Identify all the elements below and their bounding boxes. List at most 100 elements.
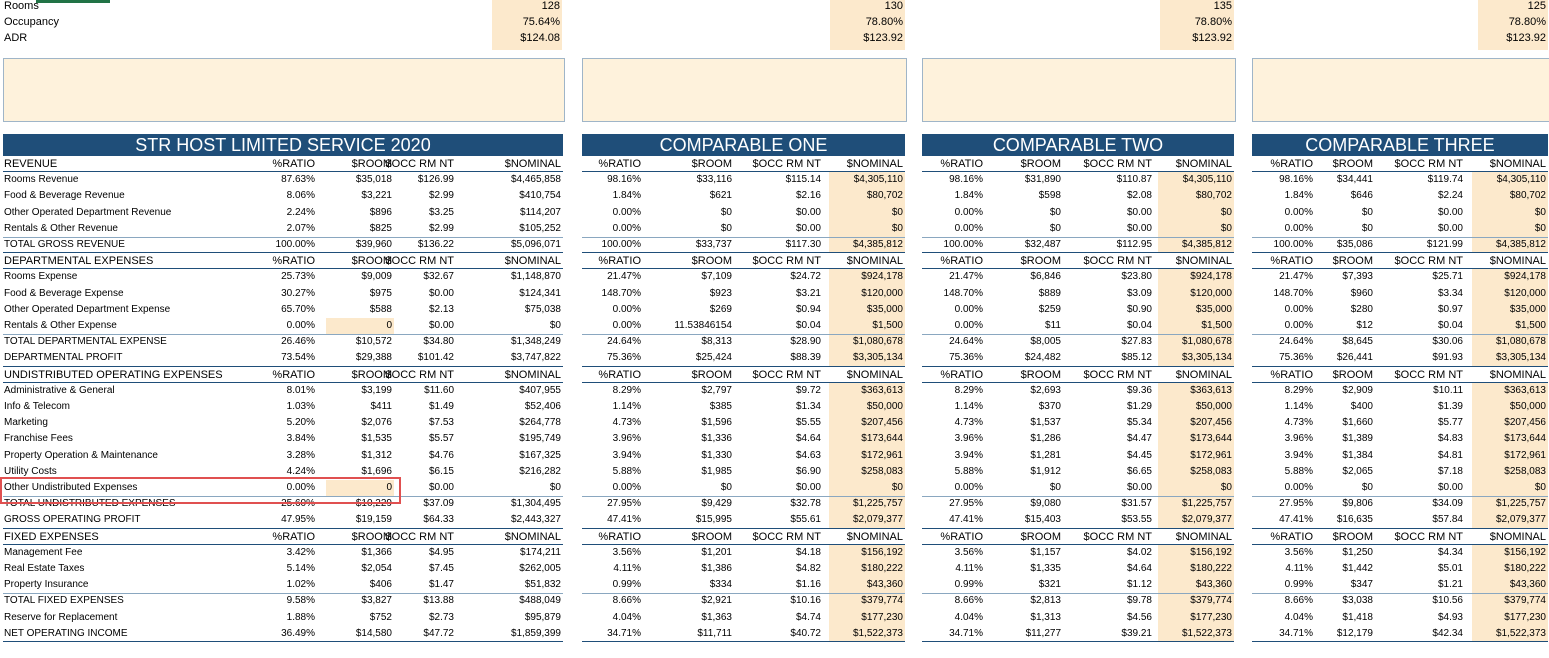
table-cell[interactable]: $406: [369, 579, 392, 591]
table-cell[interactable]: $57.84: [1432, 514, 1463, 526]
table-cell[interactable]: 100.00%: [943, 239, 983, 250]
table-cell[interactable]: $11.60: [424, 384, 454, 396]
table-cell[interactable]: $43,360: [1509, 579, 1546, 591]
table-cell[interactable]: 1.14%: [612, 401, 641, 412]
table-cell[interactable]: $1,386: [701, 563, 732, 574]
top-stat-value[interactable]: 130: [884, 0, 903, 12]
table-cell[interactable]: $2.08: [1126, 190, 1152, 202]
table-cell[interactable]: $4.76: [428, 449, 454, 461]
table-cell[interactable]: $1,912: [1030, 465, 1061, 477]
table-cell[interactable]: $889: [1038, 287, 1061, 299]
table-cell[interactable]: $9.72: [795, 384, 821, 396]
table-cell[interactable]: $410,754: [519, 190, 561, 202]
table-cell[interactable]: 65.70%: [281, 303, 315, 315]
table-cell[interactable]: 8.29%: [954, 384, 983, 396]
table-cell[interactable]: $0: [549, 482, 561, 493]
table-cell[interactable]: $80,702: [1509, 190, 1546, 202]
table-cell[interactable]: $16,635: [1336, 514, 1373, 526]
table-cell[interactable]: $35,000: [866, 303, 903, 315]
table-cell[interactable]: $0: [720, 482, 732, 493]
top-stat-value[interactable]: $123.92: [863, 32, 903, 44]
table-cell[interactable]: $50,000: [866, 401, 903, 412]
table-cell[interactable]: $1,500: [1201, 320, 1232, 331]
table-cell[interactable]: $10,572: [355, 336, 392, 348]
table-cell[interactable]: 34.71%: [607, 627, 641, 639]
table-cell[interactable]: 3.94%: [954, 449, 983, 461]
table-cell[interactable]: 2.24%: [286, 206, 315, 218]
table-cell[interactable]: $1,330: [701, 449, 732, 461]
table-cell[interactable]: $1,080,678: [852, 336, 903, 348]
table-cell[interactable]: $91.93: [1432, 352, 1463, 364]
table-cell[interactable]: $1,535: [361, 433, 392, 445]
table-cell[interactable]: $7,393: [1342, 271, 1373, 283]
table-cell[interactable]: 98.16%: [1279, 174, 1313, 186]
table-cell[interactable]: $400: [1350, 401, 1373, 412]
table-cell[interactable]: $379,774: [861, 595, 903, 607]
table-cell[interactable]: $4.18: [795, 546, 821, 558]
table-cell[interactable]: $2,076: [361, 417, 392, 429]
table-cell[interactable]: $180,222: [861, 563, 903, 574]
table-cell[interactable]: $0: [1220, 206, 1232, 218]
table-cell[interactable]: $64.33: [423, 514, 454, 526]
table-cell[interactable]: $0.00: [795, 206, 821, 218]
table-cell[interactable]: $124,341: [519, 287, 561, 299]
table-cell[interactable]: 3.56%: [1284, 546, 1313, 558]
table-cell[interactable]: $172,961: [1190, 449, 1232, 461]
table-cell[interactable]: $85.12: [1121, 352, 1152, 364]
table-cell[interactable]: $1,363: [701, 611, 732, 623]
top-stat-value[interactable]: $124.08: [520, 32, 560, 44]
table-cell[interactable]: $34,441: [1336, 174, 1373, 186]
table-cell[interactable]: $1,522,373: [852, 627, 903, 639]
table-cell[interactable]: $50,000: [1195, 401, 1232, 412]
table-cell[interactable]: $9,429: [701, 498, 732, 510]
table-cell[interactable]: $11,277: [1025, 627, 1061, 639]
table-cell[interactable]: $0: [891, 222, 903, 234]
table-cell[interactable]: $0.04: [795, 320, 821, 331]
table-cell[interactable]: 8.66%: [954, 595, 983, 607]
table-cell[interactable]: $5.55: [795, 417, 821, 429]
table-cell[interactable]: 27.95%: [607, 498, 641, 510]
table-cell[interactable]: $7,109: [701, 271, 732, 283]
table-cell[interactable]: 1.84%: [954, 190, 983, 202]
table-cell[interactable]: 4.11%: [955, 563, 983, 574]
table-cell[interactable]: 24.64%: [1279, 336, 1313, 348]
table-cell[interactable]: $1.29: [1126, 401, 1152, 412]
table-cell[interactable]: $110.87: [1116, 174, 1152, 186]
table-cell[interactable]: $5.77: [1437, 417, 1463, 429]
table-cell[interactable]: $0.00: [795, 482, 821, 493]
table-cell[interactable]: $0.00: [428, 287, 454, 299]
table-cell[interactable]: $39,960: [355, 239, 392, 250]
table-cell[interactable]: $9.36: [1126, 384, 1152, 396]
table-cell[interactable]: 1.88%: [286, 611, 315, 623]
table-cell[interactable]: $52,406: [524, 401, 561, 412]
table-cell[interactable]: 0.00%: [954, 222, 983, 234]
table-cell[interactable]: $924,178: [1504, 271, 1546, 283]
table-cell[interactable]: 148.70%: [601, 287, 641, 299]
table-cell[interactable]: $1,985: [701, 465, 732, 477]
table-cell[interactable]: $2,079,377: [852, 514, 903, 526]
table-cell[interactable]: $1,157: [1030, 546, 1061, 558]
table-cell[interactable]: $8,645: [1342, 336, 1373, 348]
table-cell[interactable]: $35,000: [1509, 303, 1546, 315]
table-cell[interactable]: $407,955: [519, 384, 561, 396]
table-cell[interactable]: $9.78: [1126, 595, 1152, 607]
table-cell[interactable]: $1,313: [1030, 611, 1061, 623]
table-cell[interactable]: 34.71%: [949, 627, 983, 639]
table-cell[interactable]: $1,500: [872, 320, 903, 331]
table-cell[interactable]: $2.99: [428, 190, 454, 202]
table-cell[interactable]: 0.00%: [286, 320, 315, 331]
table-cell[interactable]: $0.00: [1126, 482, 1152, 493]
table-cell[interactable]: $1,225,757: [1495, 498, 1546, 510]
notes-box-str[interactable]: [3, 58, 565, 122]
table-cell[interactable]: 0.00%: [1284, 222, 1313, 234]
table-cell[interactable]: $0: [1534, 206, 1546, 218]
table-cell[interactable]: 0.00%: [1284, 482, 1313, 493]
table-cell[interactable]: $2,079,377: [1181, 514, 1232, 526]
top-stat-value[interactable]: $123.92: [1192, 32, 1232, 44]
table-cell[interactable]: 0.00%: [1284, 303, 1313, 315]
table-cell[interactable]: 87.63%: [281, 174, 315, 186]
table-cell[interactable]: $258,083: [1190, 465, 1232, 477]
table-cell[interactable]: 3.56%: [612, 546, 641, 558]
table-cell[interactable]: 5.14%: [286, 563, 315, 574]
table-cell[interactable]: $10.56: [1432, 595, 1463, 607]
